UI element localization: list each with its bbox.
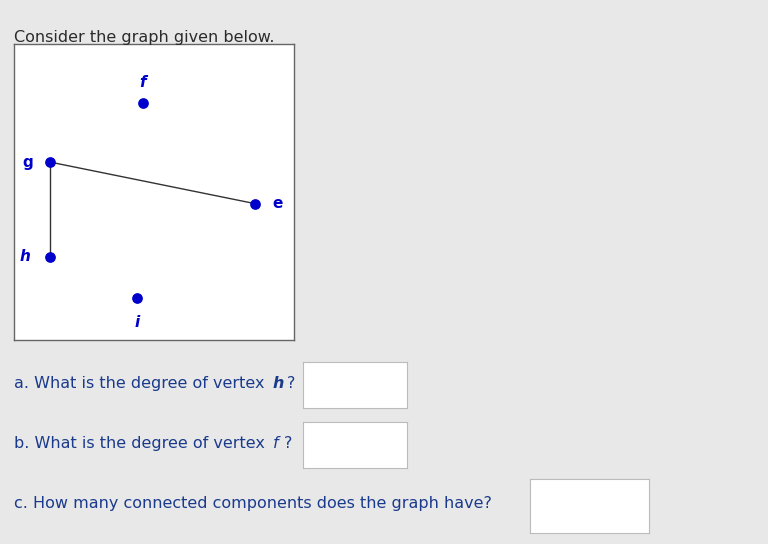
Point [249,199,261,208]
Text: h: h [273,376,284,391]
Text: e: e [272,196,283,211]
Point [44,252,56,261]
Point [131,294,144,303]
Text: a. What is the degree of vertex: a. What is the degree of vertex [14,376,270,391]
Text: ?: ? [287,376,296,391]
Text: f: f [140,75,146,90]
Point [137,98,149,107]
Text: i: i [134,315,140,330]
Text: g: g [22,154,33,170]
Text: Consider the graph given below.: Consider the graph given below. [14,30,274,45]
Text: f: f [273,436,278,451]
Text: c. How many connected components does the graph have?: c. How many connected components does th… [14,496,492,511]
Text: b. What is the degree of vertex: b. What is the degree of vertex [14,436,270,451]
Text: h: h [20,250,31,264]
Text: ?: ? [283,436,292,451]
Point [44,158,56,166]
